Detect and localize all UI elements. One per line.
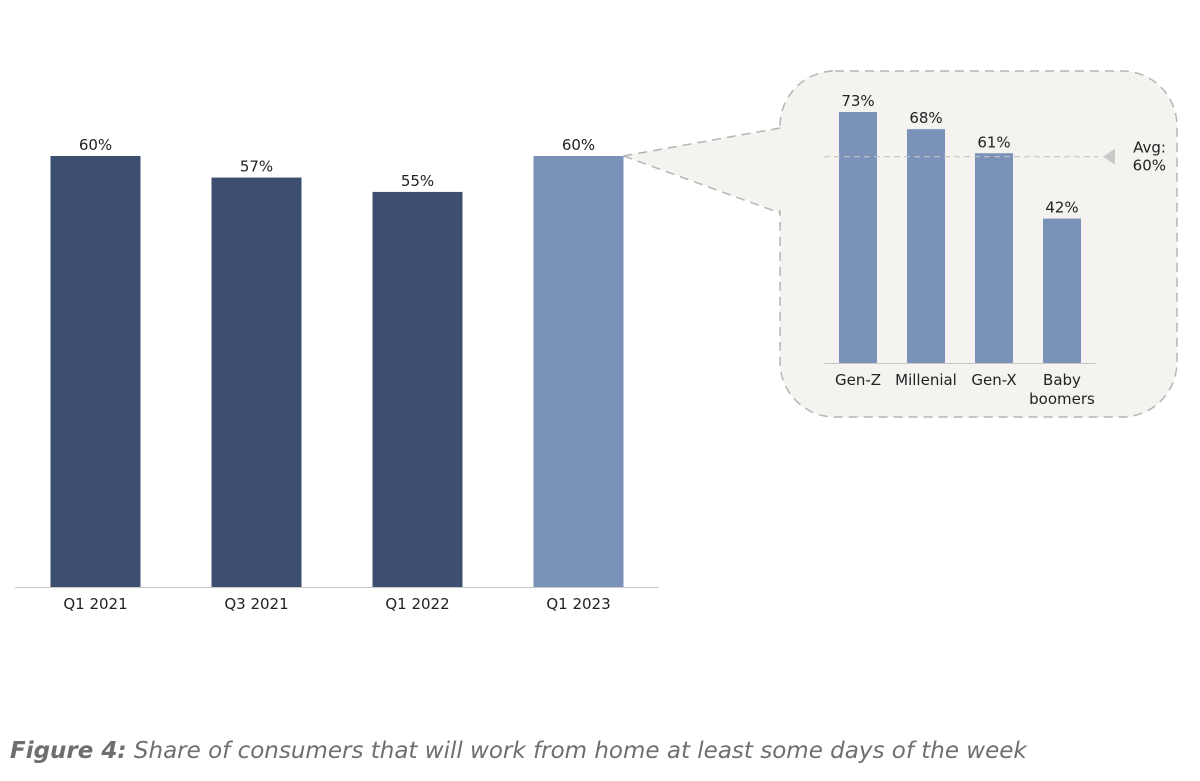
x-tick-label: Q1 2022 xyxy=(385,595,449,613)
main-chart: 60% Q1 2021 57% Q3 2021 55% Q1 2022 60% Q1 2023 xyxy=(15,136,659,613)
x-tick-label: Q3 2021 xyxy=(224,595,288,613)
callout-data-label: 42% xyxy=(1045,199,1078,217)
callout-x-tick-label: Baby xyxy=(1043,371,1081,389)
callout-pointer-edge xyxy=(623,127,781,157)
average-label: 60% xyxy=(1133,157,1166,175)
average-marker-icon xyxy=(1103,148,1115,165)
callout-x-tick-label: boomers xyxy=(1029,390,1095,408)
average-label: Avg: xyxy=(1133,139,1166,157)
data-label: 57% xyxy=(240,158,273,176)
callout-data-label: 61% xyxy=(977,133,1010,151)
caption-prefix: Figure 4: xyxy=(10,738,127,764)
bar-q1-2023 xyxy=(533,156,624,587)
bar-q1-2021 xyxy=(50,156,141,587)
callout-bar-millenial xyxy=(907,129,945,363)
chart: 60% Q1 2021 57% Q3 2021 55% Q1 2022 60% Q1 2023… xyxy=(15,70,1178,613)
bar-q1-2022 xyxy=(372,191,463,587)
callout-bar-gen-x xyxy=(975,153,1013,363)
callout-data-label: 68% xyxy=(909,109,942,127)
callout-pointer-edge xyxy=(623,155,781,214)
data-label: 60% xyxy=(562,136,595,154)
x-tick-label: Q1 2021 xyxy=(63,595,127,613)
bar-q3-2021 xyxy=(211,177,302,588)
callout-x-tick-label: Gen-Z xyxy=(835,371,881,389)
callout-pointer-join xyxy=(778,131,784,210)
callout-bar-baby-boomers xyxy=(1043,218,1081,363)
data-label: 55% xyxy=(401,172,434,190)
callout-x-tick-label: Millenial xyxy=(895,371,957,389)
callout-bar-gen-z xyxy=(839,112,877,363)
caption-text: Share of consumers that will work from h… xyxy=(126,738,1027,764)
callout-data-label: 73% xyxy=(841,92,874,110)
breakdown-callout: 73% Gen-Z 68% Millenial 61% Gen-X 42% Babyboome… xyxy=(623,70,1178,418)
callout-pointer-fill xyxy=(623,128,782,213)
x-tick-label: Q1 2023 xyxy=(546,595,610,613)
callout-x-tick-label: Gen-X xyxy=(971,371,1016,389)
figure-caption: Figure 4: Share of consumers that will w… xyxy=(10,738,1027,764)
data-label: 60% xyxy=(79,136,112,154)
